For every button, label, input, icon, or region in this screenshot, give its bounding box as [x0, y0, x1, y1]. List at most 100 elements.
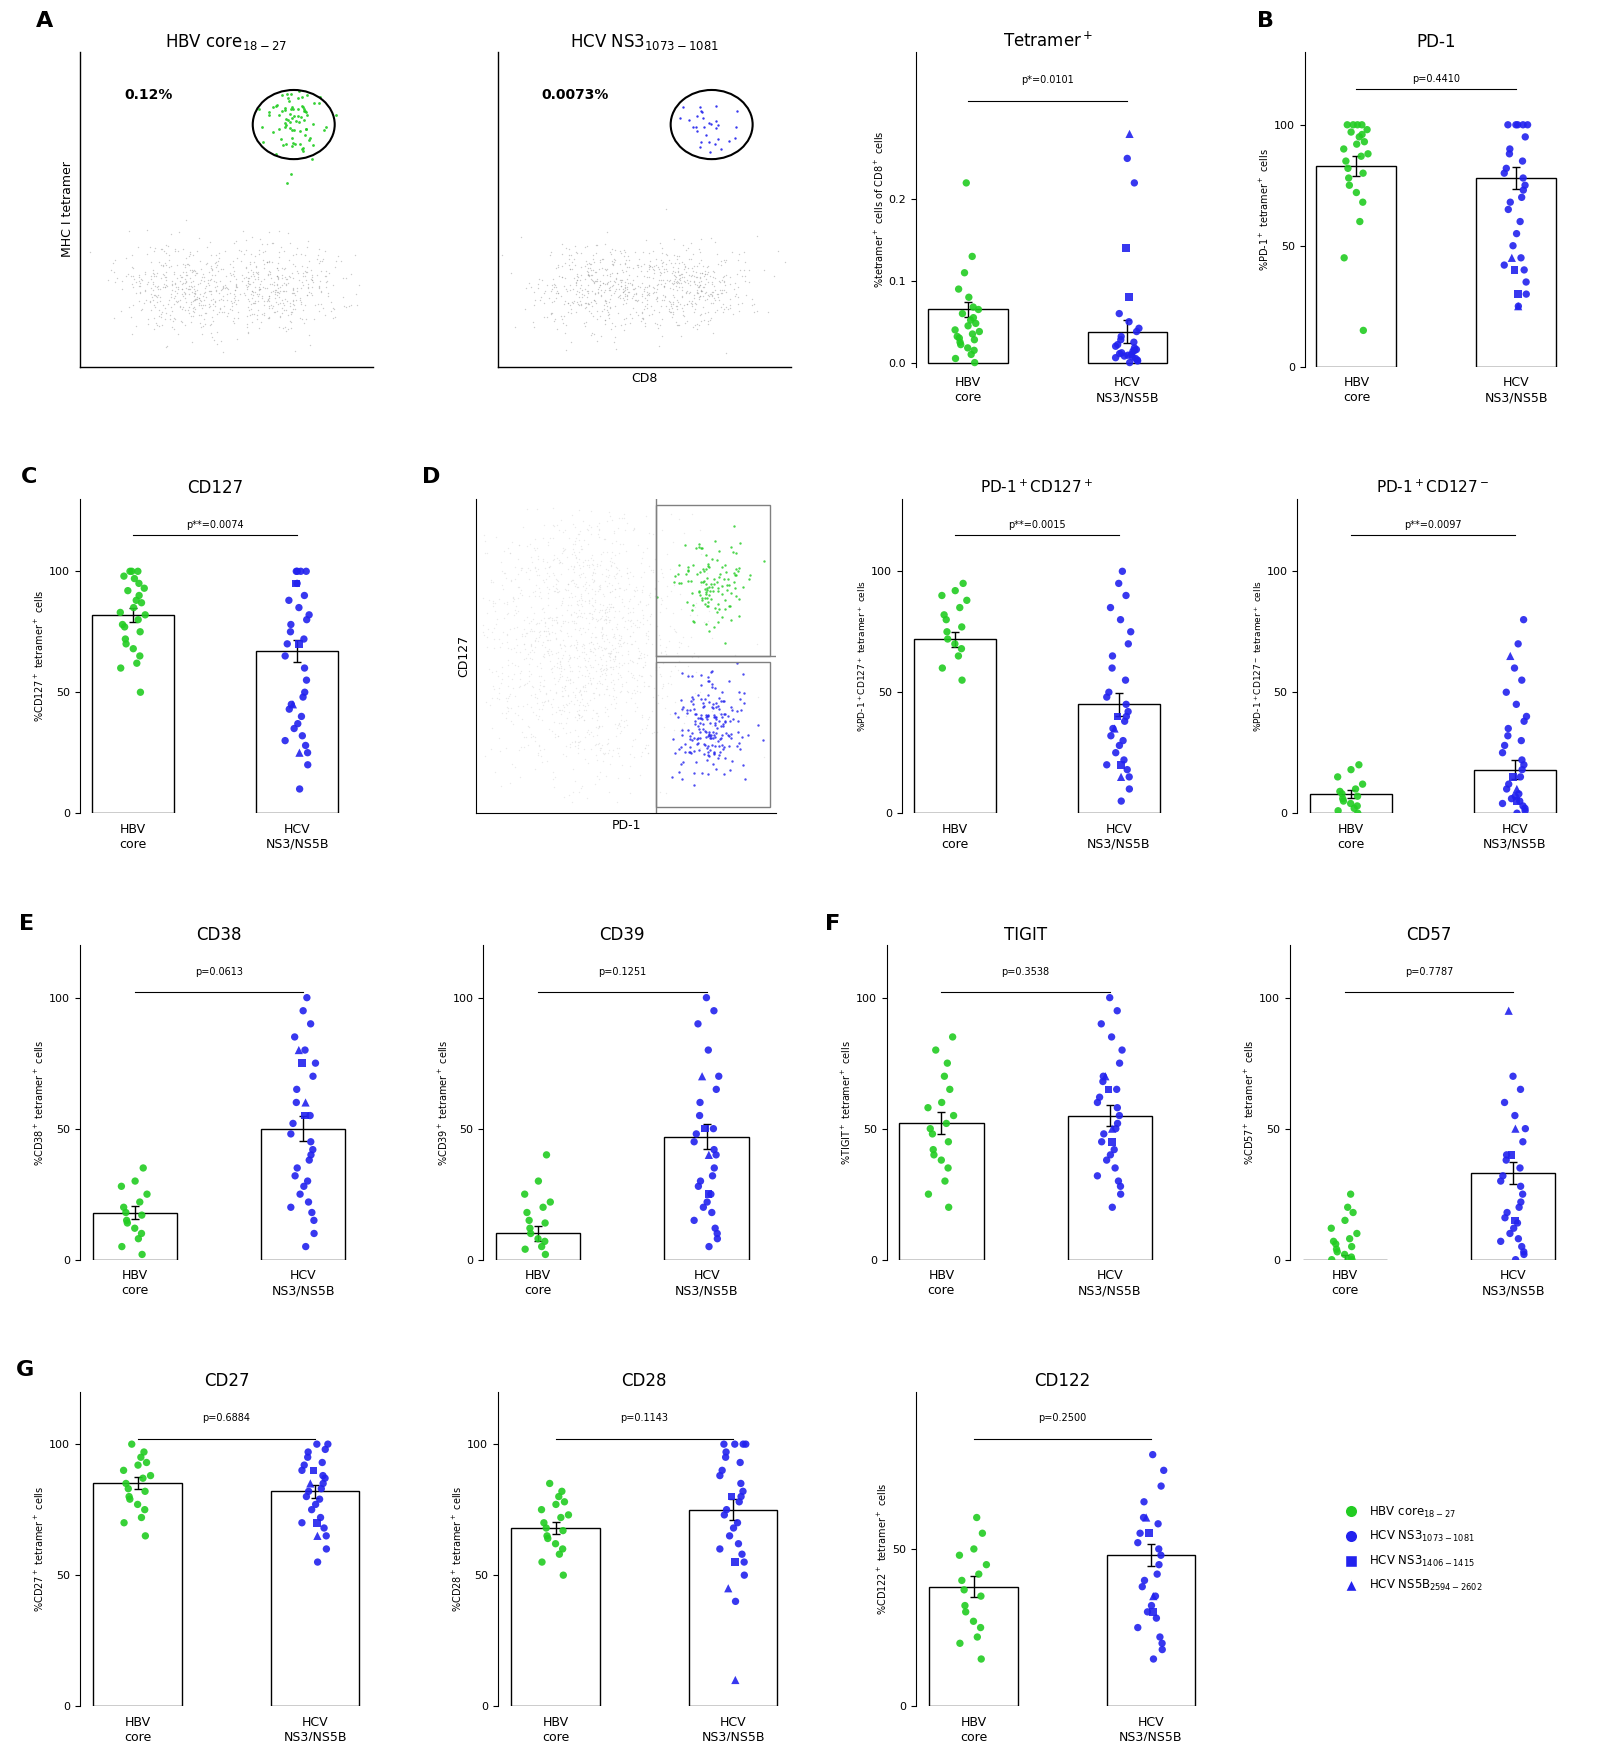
Point: [632, 292, 658, 320]
Point: [494, 684, 520, 712]
Point: [190, 263, 216, 291]
Point: [1491, 158, 1517, 186]
Point: [1499, 785, 1525, 813]
Point: [280, 265, 306, 292]
Point: [488, 665, 514, 693]
Point: [480, 634, 506, 662]
Point: [192, 266, 218, 294]
Point: [482, 588, 507, 616]
Point: [550, 682, 576, 710]
Point: [253, 273, 278, 301]
Point: [522, 756, 547, 783]
Point: [666, 265, 691, 292]
Point: [181, 242, 206, 270]
Point: [602, 597, 627, 625]
Point: [950, 299, 976, 327]
Point: [552, 632, 578, 660]
Point: [643, 566, 669, 594]
Point: [702, 1213, 728, 1241]
Point: [552, 655, 578, 682]
Point: [595, 270, 621, 298]
Point: [563, 634, 589, 662]
Y-axis label: MHC I tetramer: MHC I tetramer: [61, 162, 75, 258]
Point: [243, 265, 269, 292]
Point: [539, 693, 565, 721]
Point: [730, 289, 755, 317]
Point: [485, 662, 510, 689]
Point: [1504, 799, 1530, 827]
Point: [507, 736, 533, 764]
Point: [634, 731, 659, 759]
Point: [229, 261, 254, 289]
Point: [645, 270, 670, 298]
Point: [650, 286, 675, 313]
Point: [726, 602, 752, 630]
Point: [538, 552, 563, 580]
Point: [187, 247, 213, 275]
Title: CD57: CD57: [1406, 926, 1451, 944]
Point: [141, 305, 166, 333]
Point: [678, 228, 704, 256]
Point: [640, 684, 666, 712]
Point: [530, 1548, 555, 1576]
Point: [595, 729, 621, 757]
Point: [498, 635, 523, 663]
Point: [162, 261, 187, 289]
Point: [171, 277, 197, 305]
Point: [597, 498, 622, 526]
Point: [717, 571, 742, 599]
Point: [562, 599, 587, 627]
Point: [578, 623, 603, 651]
Point: [587, 642, 613, 670]
Point: [510, 512, 536, 540]
Point: [234, 226, 259, 254]
Point: [576, 644, 602, 672]
Point: [294, 1166, 320, 1194]
Point: [198, 256, 224, 284]
Point: [299, 261, 325, 289]
Point: [246, 240, 272, 268]
Point: [538, 299, 563, 327]
Point: [1112, 343, 1138, 371]
Point: [530, 629, 555, 656]
Point: [587, 550, 613, 578]
Y-axis label: %CD27$^+$ tetramer$^+$ cells: %CD27$^+$ tetramer$^+$ cells: [34, 1485, 46, 1612]
Point: [648, 639, 674, 667]
Point: [954, 169, 979, 197]
Point: [1501, 1062, 1526, 1090]
Point: [595, 702, 621, 729]
Point: [610, 672, 635, 700]
Point: [509, 733, 534, 761]
Point: [566, 597, 592, 625]
Point: [688, 677, 714, 705]
Point: [240, 259, 266, 287]
Point: [342, 240, 368, 268]
Point: [531, 665, 557, 693]
Point: [598, 639, 624, 667]
Point: [272, 263, 298, 291]
Point: [606, 575, 632, 602]
Point: [294, 258, 320, 286]
Point: [693, 703, 718, 731]
Point: [565, 735, 590, 763]
Point: [174, 251, 200, 279]
Point: [640, 254, 666, 282]
Point: [213, 237, 238, 265]
Point: [158, 280, 184, 308]
Point: [280, 124, 306, 151]
Point: [1325, 797, 1350, 825]
Point: [642, 277, 667, 305]
Point: [530, 1233, 555, 1260]
Point: [496, 599, 522, 627]
Point: [698, 289, 723, 317]
Point: [605, 712, 630, 740]
Point: [550, 1562, 576, 1590]
Point: [562, 682, 587, 710]
Point: [486, 625, 512, 653]
Point: [154, 266, 179, 294]
Point: [600, 632, 626, 660]
Point: [632, 251, 658, 279]
Point: [1117, 284, 1142, 312]
Point: [493, 703, 518, 731]
Point: [576, 609, 602, 637]
